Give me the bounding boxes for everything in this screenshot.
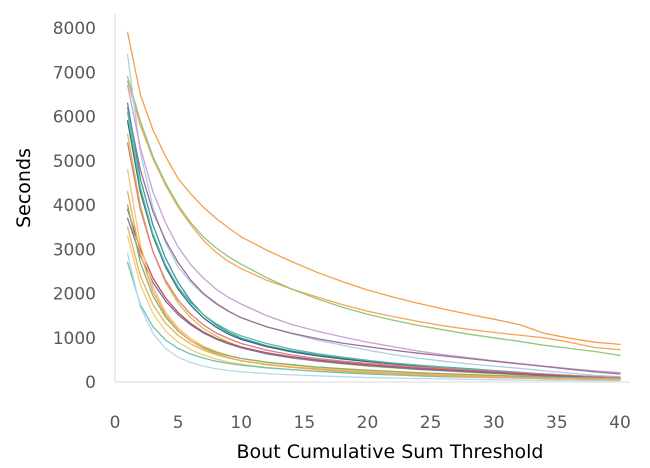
y-tick-label: 4000 [53, 196, 96, 216]
x-tick-label: 30 [483, 413, 505, 433]
axes-layer: 0 1000 2000 3000 4000 5000 6000 7000 8000 0 5 10 15 2… [53, 14, 631, 433]
y-tick-label: 7000 [53, 63, 96, 83]
series-line-2 [126, 80, 621, 351]
series-line-12 [126, 208, 621, 380]
y-tick-label: 5000 [53, 152, 96, 172]
x-tick-label: 40 [609, 413, 631, 433]
y-tick-label: 0 [85, 373, 96, 393]
x-tick-label: 25 [420, 413, 442, 433]
x-tick-label: 10 [230, 413, 252, 433]
series-line-16 [126, 226, 621, 380]
y-tick-label: 6000 [53, 108, 96, 128]
series-line-19 [126, 253, 621, 382]
series-line-1 [126, 31, 621, 346]
x-tick-label: 15 [294, 413, 316, 433]
y-tick-label: 8000 [53, 19, 96, 39]
y-tick-label: 3000 [53, 240, 96, 260]
series-line-4 [126, 53, 621, 378]
series-layer [126, 31, 621, 382]
x-tick-label: 0 [110, 413, 121, 433]
series-line-7 [126, 102, 621, 379]
series-line-5 [126, 84, 621, 374]
x-tick-label: 20 [357, 413, 379, 433]
series-line-20 [126, 191, 621, 381]
x-tick-label: 5 [173, 413, 184, 433]
series-line-17 [126, 235, 621, 381]
series-line-6 [126, 106, 621, 375]
series-line-11 [126, 142, 621, 379]
series-line-15 [126, 204, 621, 380]
y-axis-title: Seconds [13, 148, 35, 228]
series-line-8 [126, 120, 621, 379]
x-axis-title: Bout Cumulative Sum Threshold [237, 441, 544, 463]
series-line-3 [126, 76, 621, 357]
series-line-13 [126, 217, 621, 380]
y-tick-label: 1000 [53, 329, 96, 349]
series-line-10 [126, 133, 621, 380]
x-tick-label: 35 [546, 413, 568, 433]
y-tick-label: 2000 [53, 285, 96, 305]
